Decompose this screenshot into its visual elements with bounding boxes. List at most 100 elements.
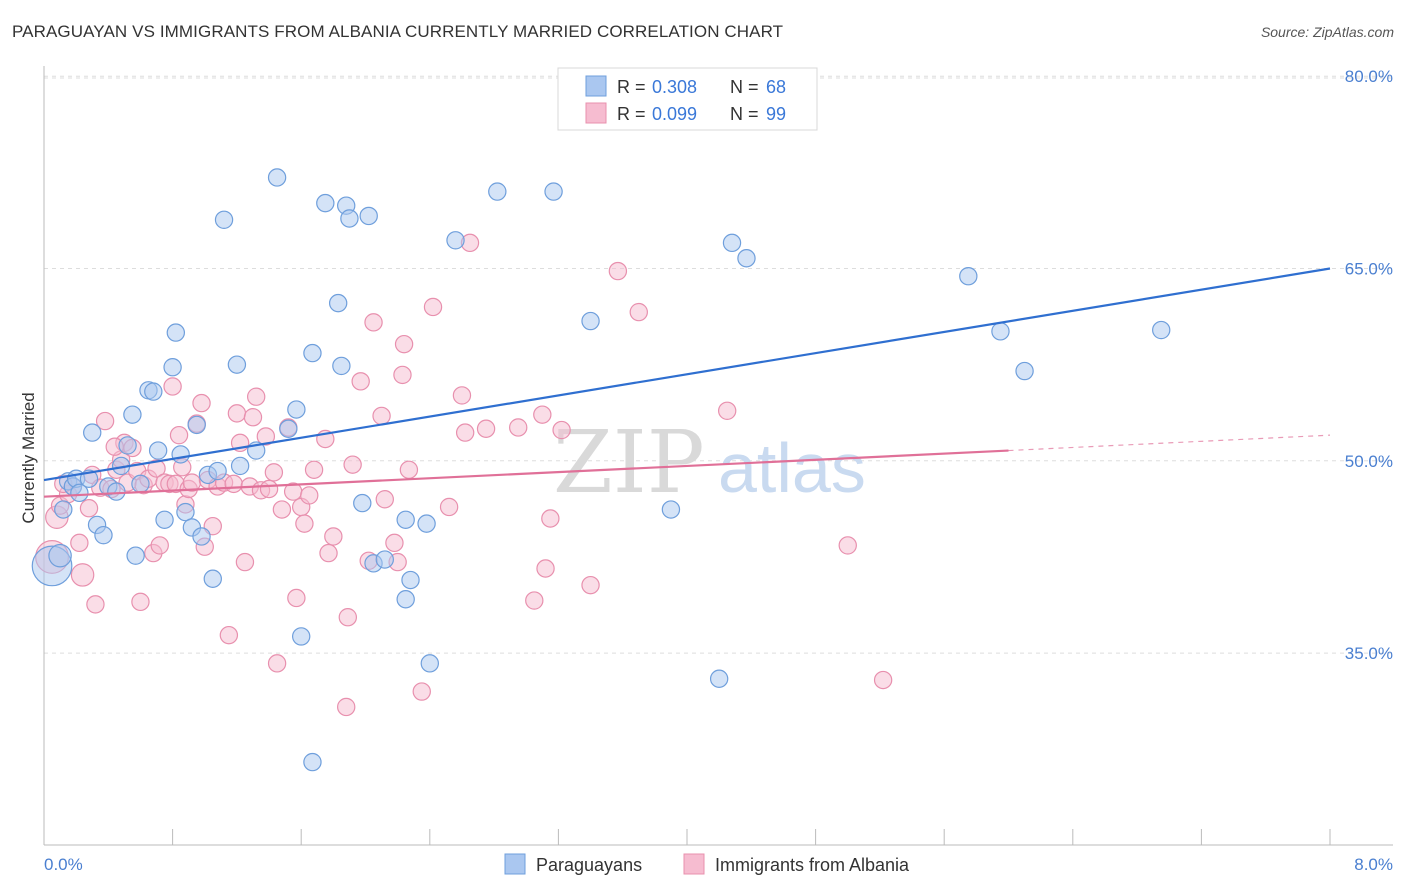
paraguayan-point [959,266,978,286]
albania-point [243,408,263,427]
paraguayan-point [107,482,126,501]
legend-swatch-blue [585,75,607,97]
albania-point [629,302,648,322]
albania-point [337,697,356,717]
paraguayan-point [401,570,420,590]
paraguayan-point [737,249,756,268]
paraguayan-point [208,461,227,481]
albania-point [267,654,287,673]
paraguayan-point [375,550,394,569]
albania-point [351,372,370,391]
paraguayan-point [709,669,729,688]
paraguayan-point [118,436,137,455]
albania-point [412,682,431,701]
albania-point [219,625,239,645]
paraguayan-point [396,510,415,529]
albania-point [95,411,115,431]
paraguayan-point [316,193,335,213]
legend-n-value: 68 [766,77,786,97]
legend-r-label: R = [617,77,646,97]
paraguayan-point [328,293,348,313]
paraguayan-point [292,627,311,646]
albania-point [79,499,99,518]
paraguayan-point [70,483,89,503]
paraguayan-point [417,514,436,533]
watermark: ZIP atlas [553,413,866,513]
legend-swatch-pink [585,102,607,124]
paraguayan-point [203,569,222,588]
albania-point [717,401,737,421]
paraguayan-point [83,423,102,442]
trend-line-albania [43,449,1009,498]
chart-title: PARAGUAYAN VS IMMIGRANTS FROM ALBANIA CU… [12,22,784,41]
paraguayan-point [991,322,1010,341]
legend-n-label: N = [730,77,759,97]
albania-point [581,575,600,595]
paraguayan-point [48,543,72,568]
paraguayan-point [123,405,142,424]
albania-point [86,595,105,614]
paraguayan-point [54,500,73,519]
paraguayan-point [148,441,168,460]
legend-r-label: R = [617,104,646,124]
watermark-zip: ZIP [553,413,705,513]
albania-point [399,460,419,479]
albania-point [385,533,404,553]
albania-point [163,377,182,396]
trend-line-albania-extension [1008,434,1331,452]
paraguayan-point [230,456,250,476]
albania-point [372,406,391,426]
paraguayan-point [446,231,465,250]
paraguayan-point [267,168,287,187]
paraguayan-point [279,419,298,438]
albania-point [509,418,528,437]
albania-point [272,500,292,519]
paraguayan-point [176,502,195,522]
albania-point [452,386,472,405]
paraguayan-point [359,206,378,226]
watermark-atlas: atlas [718,429,866,507]
albania-point [227,404,247,423]
y-tick-label: 65.0% [1345,260,1393,279]
paraguayan-point [1015,361,1034,381]
bottom-legend-swatch-blue [504,853,526,875]
paraguayan-point [332,356,351,376]
bottom-legend-label: Immigrants from Albania [715,855,910,875]
albania-point [838,536,857,555]
legend-r-value: 0.099 [652,104,697,124]
bottom-legend-label: Paraguayans [536,855,642,875]
trend-lines [43,267,1331,498]
paraguayan-point [126,546,145,565]
paraguayan-point [353,493,372,513]
x-tick-label-min: 0.0% [44,855,83,874]
legend-bottom: Paraguayans Immigrants from Albania [504,853,910,875]
albania-point [343,455,362,474]
albania-point [338,608,358,627]
albania-point [224,474,243,494]
series-paraguayans-points [31,168,1171,772]
trend-line-paraguayans [43,267,1331,482]
bottom-legend-swatch-pink [683,853,705,875]
paraguayan-point [144,382,163,401]
albania-point [394,334,414,354]
axes [43,66,1393,846]
paraguayan-point [581,311,600,331]
albania-point [235,552,255,572]
albania-point [70,533,89,553]
y-tick-labels: 35.0% 50.0% 65.0% 80.0% [1345,67,1393,663]
albania-point [300,486,319,505]
paraguayan-point [544,182,563,201]
paraguayan-point [488,182,507,201]
paraguayan-point [214,210,234,229]
paraguayan-point [722,233,742,253]
albania-point [70,563,95,587]
paraguayan-point [303,752,322,772]
albania-point [169,425,189,445]
y-tick-label: 35.0% [1345,644,1393,663]
albania-point [608,261,628,281]
albania-point [393,365,412,385]
paraguayan-point [155,510,174,529]
paraguayan-point [287,400,306,419]
albania-point [131,592,150,612]
